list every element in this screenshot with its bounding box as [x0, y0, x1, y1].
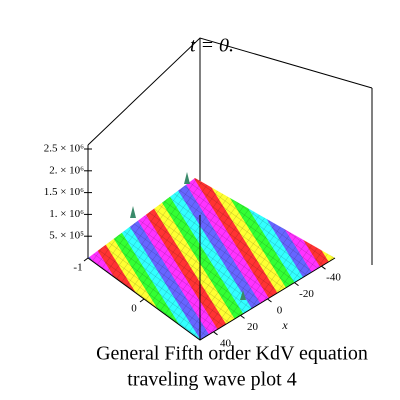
surface	[88, 172, 335, 340]
x-tick-label: -40	[326, 272, 341, 284]
y-tick	[83, 257, 89, 262]
box-front	[87, 215, 336, 341]
x-tick	[267, 298, 272, 303]
y-tick-label: 0	[131, 303, 137, 315]
z-tick-label: 1. × 10⁶	[49, 208, 84, 220]
x-tick	[213, 331, 218, 336]
z-tick-label: 2.5 × 10⁶	[44, 143, 84, 155]
x-tick	[294, 282, 299, 287]
x-axis-label: x	[281, 318, 288, 332]
x-tick-label: -20	[299, 288, 314, 300]
x-tick-label: 20	[247, 321, 259, 333]
caption: traveling wave plot 4	[127, 369, 296, 391]
z-tick-label: 1.5 × 10⁶	[44, 186, 84, 198]
x-tick-label: 40	[220, 337, 232, 349]
z-tick-label: 2. × 10⁶	[49, 164, 84, 176]
x-tick	[321, 265, 326, 270]
x-tick-label: 0	[277, 305, 283, 317]
box	[87, 37, 373, 265]
y-tick	[139, 298, 145, 303]
chart-title: t = 0.	[190, 35, 234, 57]
z-tick-label: 5. × 10⁵	[49, 230, 84, 242]
y-tick-label: -1	[73, 262, 82, 274]
x-tick	[240, 314, 245, 319]
caption: General Fifth order KdV equation	[96, 343, 368, 365]
